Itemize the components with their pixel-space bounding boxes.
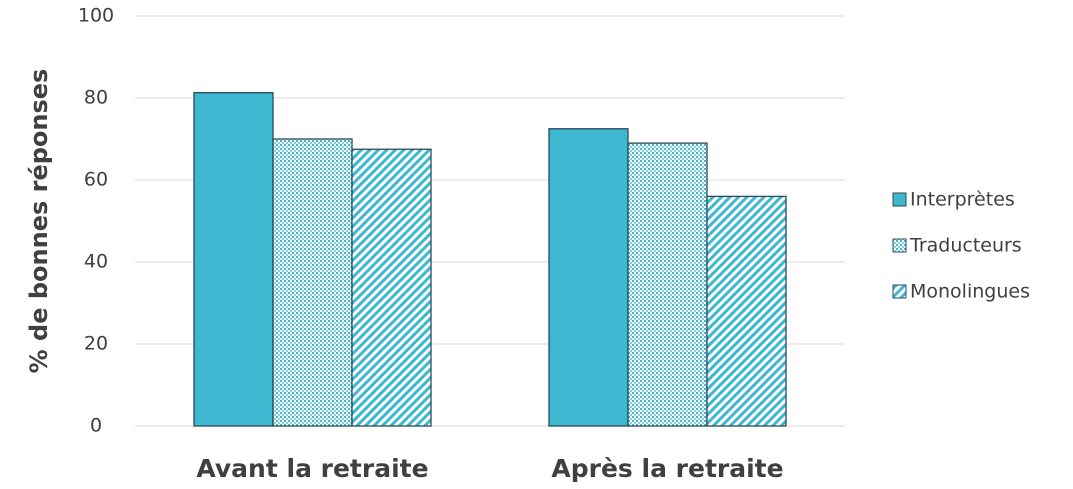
legend-label: Interprètes — [910, 189, 1015, 211]
legend-label: Monolingues — [910, 281, 1030, 303]
x-tick-label: Avant la retraite — [196, 454, 428, 483]
bar — [706, 195, 787, 427]
y-tick-label: 40 — [84, 251, 108, 273]
legend-swatch — [892, 192, 907, 207]
bar — [627, 142, 708, 427]
legend-label: Traducteurs — [909, 235, 1022, 257]
y-tick-label: 80 — [84, 87, 108, 109]
y-tick-label: 60 — [84, 169, 108, 191]
y-axis-title: % de bonnes réponses — [25, 69, 53, 374]
y-tick-label: 20 — [84, 333, 108, 355]
legend-swatch — [892, 238, 907, 253]
bar — [272, 138, 353, 427]
bar — [351, 148, 432, 427]
y-tick-label: 0 — [90, 415, 102, 437]
legend-swatch — [892, 284, 907, 299]
x-tick-label: Après la retraite — [551, 454, 783, 483]
bar — [548, 128, 629, 427]
bar — [193, 92, 274, 427]
y-tick-label: 100 — [78, 5, 114, 27]
